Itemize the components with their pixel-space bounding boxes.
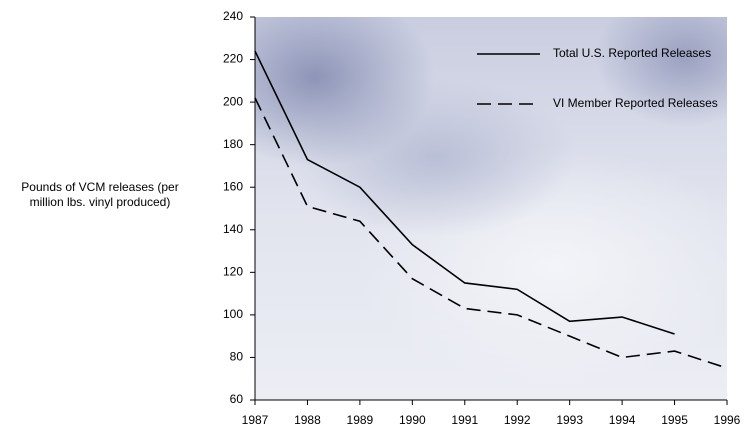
x-tick-label: 1992 [504, 413, 531, 427]
legend-label: VI Member Reported Releases [553, 96, 718, 110]
x-tick-label: 1990 [399, 413, 426, 427]
y-tick-label: 200 [223, 94, 243, 108]
plot-background [255, 17, 727, 400]
y-tick-label: 60 [230, 392, 244, 406]
y-tick-label: 160 [223, 179, 243, 193]
x-tick-label: 1987 [242, 413, 269, 427]
y-tick-label: 140 [223, 222, 243, 236]
x-tick-label: 1994 [609, 413, 636, 427]
x-tick-label: 1991 [451, 413, 478, 427]
y-tick-label: 220 [223, 52, 243, 66]
y-axis-label: Pounds of VCM releases (per million lbs.… [21, 180, 179, 209]
y-tick-label: 80 [230, 350, 244, 364]
x-tick-label: 1989 [347, 413, 374, 427]
data-line [254, 97, 728, 369]
y-tick-label: 100 [223, 307, 243, 321]
data-line [254, 50, 675, 335]
x-tick-label: 1988 [294, 413, 321, 427]
y-tick-label: 240 [223, 9, 243, 23]
y-tick-label: 120 [223, 265, 243, 279]
x-tick-label: 1995 [661, 413, 688, 427]
y-tick-label: 180 [223, 137, 243, 151]
x-tick-label: 1996 [714, 413, 741, 427]
legend-label: Total U.S. Reported Releases [553, 46, 712, 60]
x-tick-label: 1993 [556, 413, 583, 427]
